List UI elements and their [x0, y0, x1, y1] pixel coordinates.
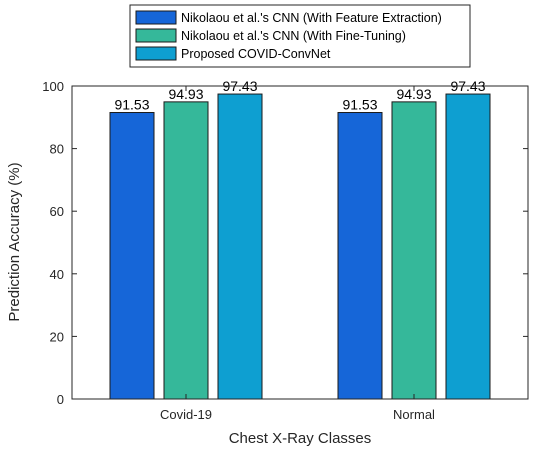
bars-layer — [109, 93, 491, 400]
data-label: 91.53 — [114, 97, 149, 113]
x-tick-label: Normal — [393, 407, 435, 422]
legend-swatch — [135, 46, 177, 61]
x-axis-title: Chest X-Ray Classes — [229, 430, 372, 447]
legend-label: Proposed COVID-ConvNet — [181, 47, 331, 61]
bar-covid-19-series-3 — [217, 93, 263, 400]
legend-swatch — [135, 10, 177, 25]
y-axis: 0 20 40 60 80 100 — [42, 79, 528, 407]
y-tick-label: 100 — [42, 79, 64, 94]
x-axis: Covid-19 Normal — [160, 86, 435, 422]
y-tick-label: 80 — [50, 142, 64, 157]
legend-label: Nikolaou et al.'s CNN (With Fine-Tuning) — [181, 29, 406, 43]
y-axis-title: Prediction Accuracy (%) — [6, 162, 23, 321]
bar-covid-19-series-2 — [163, 101, 209, 400]
bar-normal-series-1 — [337, 112, 383, 400]
y-tick-label: 0 — [57, 392, 64, 407]
bar-covid-19-series-1 — [109, 112, 155, 400]
bar-normal-series-3 — [445, 93, 491, 400]
legend-swatch — [135, 28, 177, 43]
y-tick-label: 40 — [50, 267, 64, 282]
plot-frame — [71, 85, 529, 400]
legend: Nikolaou et al.'s CNN (With Feature Extr… — [129, 4, 471, 68]
data-label: 94.93 — [396, 86, 431, 102]
bar-normal-series-2 — [391, 101, 437, 400]
x-tick-label: Covid-19 — [160, 407, 212, 422]
legend-items: Nikolaou et al.'s CNN (With Feature Extr… — [135, 10, 442, 61]
legend-box — [129, 4, 471, 68]
legend-label: Nikolaou et al.'s CNN (With Feature Extr… — [181, 11, 442, 25]
data-label: 94.93 — [168, 86, 203, 102]
data-label: 91.53 — [342, 97, 377, 113]
y-tick-label: 20 — [50, 329, 64, 344]
y-tick-label: 60 — [50, 204, 64, 219]
